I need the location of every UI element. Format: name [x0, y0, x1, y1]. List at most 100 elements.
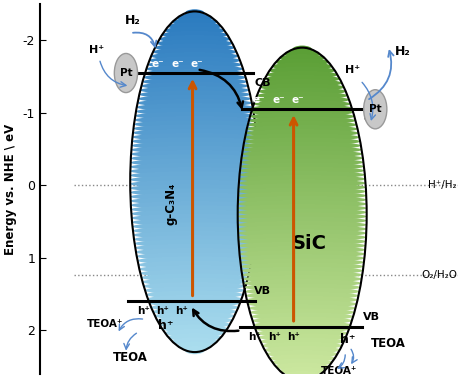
Ellipse shape: [144, 73, 246, 82]
Ellipse shape: [140, 269, 249, 277]
Ellipse shape: [254, 100, 350, 108]
Text: O₂/H₂O: O₂/H₂O: [421, 269, 457, 280]
Ellipse shape: [155, 43, 235, 52]
Ellipse shape: [292, 46, 312, 54]
Text: g-C₃N₄: g-C₃N₄: [164, 182, 178, 225]
Ellipse shape: [162, 325, 228, 333]
Ellipse shape: [238, 187, 366, 196]
Ellipse shape: [131, 146, 258, 154]
Ellipse shape: [276, 362, 328, 370]
Text: h⁺: h⁺: [268, 332, 281, 342]
Ellipse shape: [239, 171, 365, 179]
Ellipse shape: [243, 146, 362, 154]
Ellipse shape: [130, 163, 259, 171]
Ellipse shape: [240, 166, 365, 175]
Text: VB: VB: [254, 286, 271, 296]
Ellipse shape: [242, 150, 362, 158]
Circle shape: [114, 54, 137, 93]
Ellipse shape: [149, 56, 240, 65]
Ellipse shape: [264, 346, 340, 354]
Ellipse shape: [246, 129, 358, 137]
Ellipse shape: [137, 99, 252, 107]
Ellipse shape: [244, 279, 361, 287]
Ellipse shape: [145, 69, 245, 78]
Ellipse shape: [135, 239, 255, 248]
Ellipse shape: [172, 337, 217, 346]
Text: e⁻: e⁻: [272, 95, 285, 105]
Ellipse shape: [244, 141, 361, 150]
Ellipse shape: [267, 350, 337, 358]
Ellipse shape: [238, 204, 366, 212]
Ellipse shape: [270, 354, 335, 362]
Text: H₂: H₂: [395, 45, 411, 58]
Text: TEOA⁺: TEOA⁺: [87, 319, 124, 329]
Ellipse shape: [238, 200, 366, 208]
Text: H₂: H₂: [125, 14, 140, 27]
Ellipse shape: [247, 125, 357, 133]
Ellipse shape: [157, 39, 232, 48]
Ellipse shape: [259, 87, 346, 96]
Ellipse shape: [264, 75, 340, 83]
Ellipse shape: [276, 58, 328, 66]
Ellipse shape: [263, 342, 342, 350]
Ellipse shape: [238, 196, 366, 204]
Ellipse shape: [242, 271, 362, 279]
Ellipse shape: [130, 184, 259, 192]
Ellipse shape: [273, 62, 332, 71]
Ellipse shape: [153, 307, 237, 316]
Ellipse shape: [165, 329, 224, 337]
Ellipse shape: [251, 108, 353, 116]
Ellipse shape: [131, 158, 259, 167]
Ellipse shape: [238, 221, 366, 229]
Ellipse shape: [136, 248, 254, 256]
Ellipse shape: [241, 266, 363, 275]
Ellipse shape: [130, 180, 259, 188]
Ellipse shape: [244, 137, 360, 146]
Ellipse shape: [238, 217, 366, 225]
Text: VB: VB: [363, 312, 380, 321]
Text: h⁺: h⁺: [158, 319, 173, 332]
Ellipse shape: [254, 321, 350, 329]
Ellipse shape: [238, 183, 366, 192]
Ellipse shape: [130, 171, 259, 180]
Ellipse shape: [134, 231, 256, 239]
Ellipse shape: [134, 124, 256, 133]
Text: h⁺: h⁺: [248, 332, 261, 342]
Ellipse shape: [177, 342, 212, 350]
Ellipse shape: [238, 225, 366, 233]
Ellipse shape: [144, 282, 246, 290]
Ellipse shape: [131, 201, 259, 209]
Ellipse shape: [141, 82, 248, 90]
Ellipse shape: [238, 233, 366, 241]
Circle shape: [364, 90, 387, 129]
Ellipse shape: [245, 133, 359, 141]
Ellipse shape: [177, 14, 212, 22]
Ellipse shape: [135, 244, 254, 252]
Ellipse shape: [134, 235, 255, 244]
Ellipse shape: [165, 26, 224, 35]
Text: h⁺: h⁺: [175, 307, 188, 317]
Ellipse shape: [133, 222, 257, 231]
Ellipse shape: [168, 22, 221, 30]
Text: e⁻: e⁻: [152, 59, 164, 69]
Y-axis label: Energy vs. NHE \ eV: Energy vs. NHE \ eV: [4, 124, 17, 255]
Ellipse shape: [151, 52, 238, 60]
Ellipse shape: [137, 252, 253, 261]
Ellipse shape: [239, 245, 365, 254]
Ellipse shape: [130, 188, 259, 197]
Ellipse shape: [248, 300, 356, 308]
Ellipse shape: [285, 370, 319, 379]
Ellipse shape: [168, 333, 221, 342]
Ellipse shape: [243, 275, 362, 283]
Ellipse shape: [240, 162, 364, 171]
Ellipse shape: [255, 96, 349, 104]
Ellipse shape: [280, 366, 325, 375]
Ellipse shape: [157, 316, 232, 325]
Text: Pt: Pt: [119, 68, 132, 78]
Ellipse shape: [273, 358, 332, 366]
Ellipse shape: [137, 256, 252, 265]
Text: CB: CB: [254, 78, 271, 88]
Ellipse shape: [132, 214, 258, 222]
Ellipse shape: [263, 79, 342, 87]
Ellipse shape: [139, 90, 250, 99]
